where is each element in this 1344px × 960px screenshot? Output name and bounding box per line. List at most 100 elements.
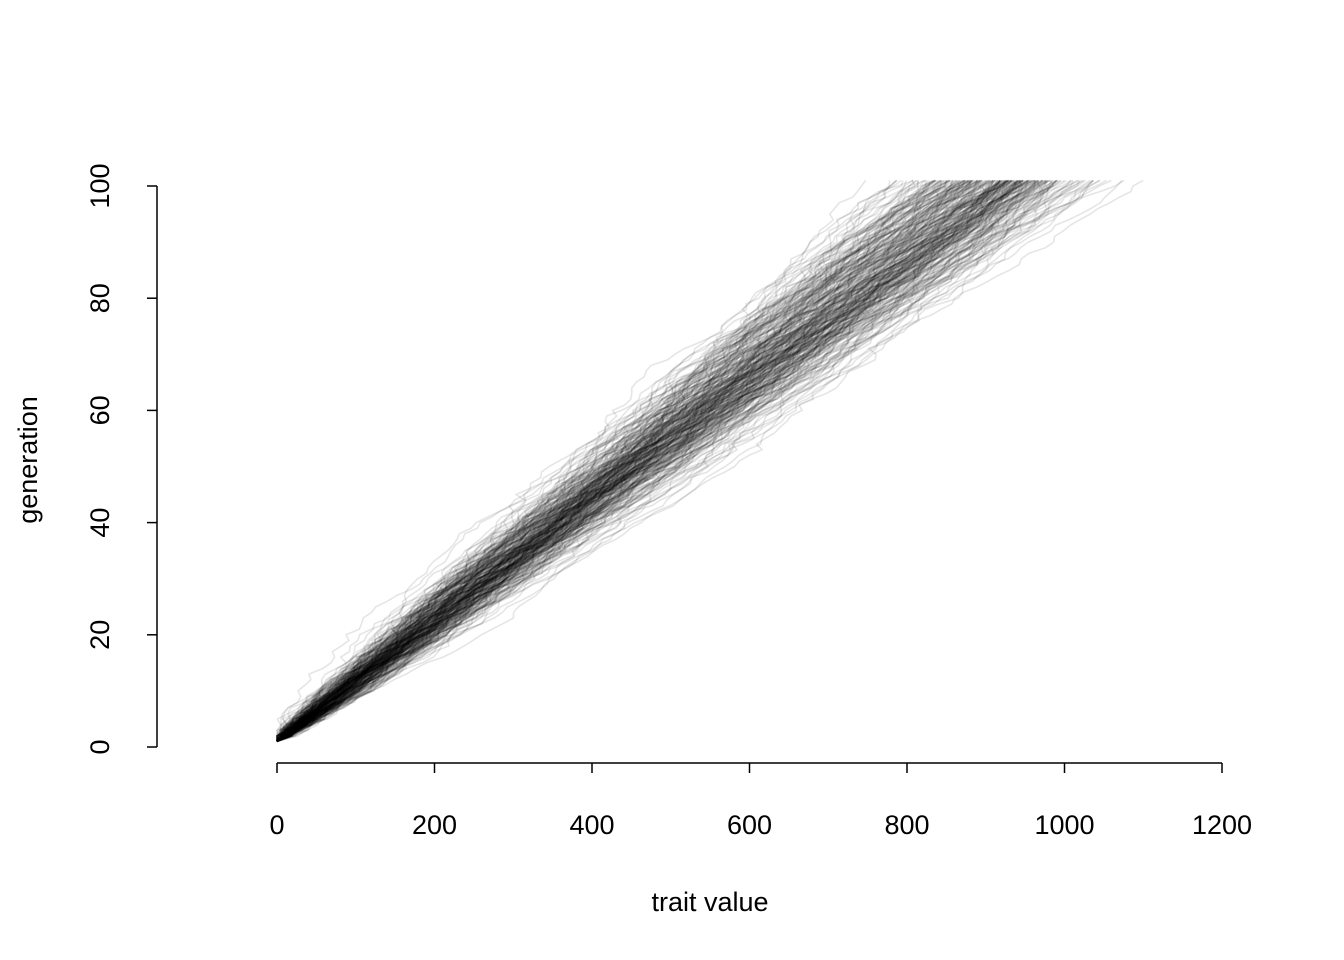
series-line bbox=[276, 179, 942, 743]
series-line bbox=[276, 179, 1015, 743]
series-line bbox=[276, 179, 1054, 742]
series-line bbox=[276, 180, 954, 743]
series-line bbox=[276, 179, 995, 743]
series-line bbox=[276, 179, 1032, 743]
series-line bbox=[276, 179, 1039, 743]
series-line bbox=[276, 179, 991, 742]
series-line bbox=[276, 179, 1024, 742]
series-line bbox=[276, 179, 1094, 742]
series-line bbox=[276, 179, 996, 742]
series-line bbox=[276, 180, 1041, 743]
series-line bbox=[276, 179, 1036, 742]
series-line bbox=[276, 180, 1001, 743]
series-line bbox=[276, 180, 907, 742]
series-line bbox=[276, 179, 1044, 742]
series-line bbox=[276, 179, 1039, 743]
series-line bbox=[276, 179, 1100, 743]
series-line bbox=[276, 179, 936, 743]
x-tick-label: 1000 bbox=[1034, 810, 1094, 840]
series-line bbox=[276, 179, 989, 743]
series-line bbox=[276, 179, 1144, 743]
series-line bbox=[276, 180, 1047, 743]
series-line bbox=[276, 179, 1030, 743]
series-line bbox=[276, 179, 991, 743]
series-line bbox=[276, 179, 1083, 742]
series-line bbox=[276, 180, 993, 743]
series-line bbox=[276, 179, 978, 742]
series-line bbox=[276, 180, 978, 743]
y-axis-label: generation bbox=[13, 396, 43, 524]
series-line bbox=[276, 179, 948, 742]
series-line bbox=[276, 179, 917, 743]
series-line bbox=[276, 179, 1006, 743]
series-line bbox=[276, 179, 936, 743]
series-line bbox=[276, 179, 967, 743]
series-line bbox=[276, 179, 1125, 743]
series-line bbox=[276, 179, 991, 743]
series-line bbox=[276, 179, 974, 742]
series-line bbox=[276, 179, 1024, 742]
series-line bbox=[276, 179, 1002, 743]
series-line bbox=[276, 179, 997, 742]
series-line bbox=[276, 179, 1034, 743]
series-line bbox=[276, 179, 942, 743]
series-line bbox=[276, 179, 965, 742]
series-line bbox=[276, 180, 1040, 743]
series-line bbox=[276, 179, 965, 742]
series-line bbox=[276, 179, 1101, 743]
series-line bbox=[276, 179, 1072, 743]
series-line bbox=[276, 179, 995, 743]
series-line bbox=[276, 179, 972, 743]
series-line bbox=[276, 180, 978, 742]
series-line bbox=[276, 179, 966, 742]
series-line bbox=[276, 179, 1014, 743]
series-line bbox=[276, 179, 996, 743]
series-line bbox=[276, 179, 1024, 742]
series-line bbox=[276, 179, 997, 743]
series-line bbox=[276, 179, 1086, 743]
series-line bbox=[276, 179, 1040, 743]
series-line bbox=[276, 180, 949, 743]
series-line bbox=[276, 179, 951, 743]
series-line bbox=[276, 179, 867, 742]
series-line bbox=[276, 179, 1013, 742]
series-line bbox=[276, 179, 1023, 743]
series-line bbox=[276, 179, 941, 743]
series-line bbox=[276, 179, 914, 743]
series-line bbox=[276, 179, 979, 743]
y-axis: 0 20 40 60 80 100 bbox=[85, 163, 158, 755]
series-line bbox=[276, 179, 959, 743]
series-line bbox=[276, 179, 898, 742]
series-line bbox=[276, 179, 987, 742]
series-line bbox=[276, 179, 970, 743]
series-line bbox=[276, 179, 975, 742]
series-line bbox=[276, 179, 1021, 743]
series-line bbox=[276, 179, 1112, 743]
series-line bbox=[276, 179, 1025, 743]
series-line bbox=[276, 179, 1057, 743]
series-line bbox=[276, 180, 1029, 742]
series-line bbox=[276, 180, 969, 742]
series-line bbox=[276, 179, 936, 743]
series-line bbox=[276, 180, 1006, 743]
series-line bbox=[276, 179, 1009, 742]
series-line bbox=[276, 179, 971, 743]
series-line bbox=[276, 179, 1008, 743]
series-line bbox=[276, 180, 979, 743]
series-line bbox=[276, 179, 950, 742]
series-line bbox=[276, 179, 1080, 742]
series-line bbox=[276, 179, 1028, 743]
series-line bbox=[276, 180, 1036, 743]
series-line bbox=[276, 179, 1023, 743]
series-line bbox=[276, 179, 1043, 743]
series-line bbox=[276, 179, 1048, 743]
series-line bbox=[276, 179, 1031, 743]
series-line bbox=[276, 179, 1010, 743]
series-line bbox=[276, 179, 981, 743]
series-line bbox=[276, 179, 1001, 743]
series-line bbox=[276, 179, 1001, 742]
series-line bbox=[276, 180, 1021, 742]
series-line bbox=[276, 179, 988, 742]
y-tick-label: 40 bbox=[85, 508, 115, 538]
series-line bbox=[276, 179, 1010, 743]
